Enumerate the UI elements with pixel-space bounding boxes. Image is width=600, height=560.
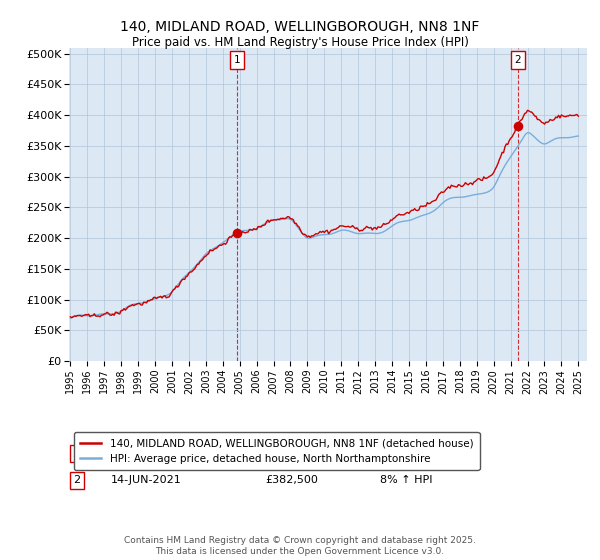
Text: 2: 2 [514,55,521,65]
Text: £382,500: £382,500 [266,475,319,486]
Legend: 140, MIDLAND ROAD, WELLINGBOROUGH, NN8 1NF (detached house), HPI: Average price,: 140, MIDLAND ROAD, WELLINGBOROUGH, NN8 1… [74,432,479,470]
Text: 8% ↑ HPI: 8% ↑ HPI [380,475,432,486]
Text: 140, MIDLAND ROAD, WELLINGBOROUGH, NN8 1NF: 140, MIDLAND ROAD, WELLINGBOROUGH, NN8 1… [121,20,479,34]
Text: 14-JUN-2021: 14-JUN-2021 [110,475,181,486]
Text: 1% ↑ HPI: 1% ↑ HPI [380,449,432,459]
Text: 19-NOV-2004: 19-NOV-2004 [110,449,185,459]
Text: Contains HM Land Registry data © Crown copyright and database right 2025.
This d: Contains HM Land Registry data © Crown c… [124,536,476,556]
Point [513,122,523,130]
Text: 1: 1 [233,55,240,65]
Text: 2: 2 [73,475,80,486]
Point [232,229,242,238]
Text: £207,800: £207,800 [266,449,319,459]
Text: Price paid vs. HM Land Registry's House Price Index (HPI): Price paid vs. HM Land Registry's House … [131,36,469,49]
Text: 1: 1 [73,449,80,459]
